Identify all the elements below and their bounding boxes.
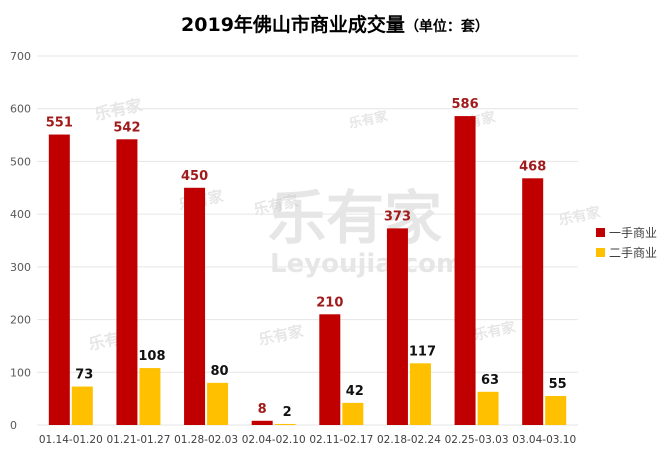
data-label-series2: 108 [138, 349, 165, 364]
y-tick-label: 100 [10, 366, 31, 379]
y-tick-label: 0 [10, 419, 17, 432]
watermark-text: 乐有家 [257, 322, 305, 349]
watermark-text: 乐有家 [348, 108, 390, 132]
x-category-label: 01.28-02.03 [174, 434, 238, 446]
bar-series2 [342, 402, 364, 425]
watermark-text: 乐有家 [472, 318, 518, 344]
bar-series1 [116, 139, 138, 425]
y-tick-label: 600 [10, 103, 31, 116]
bar-series1 [251, 420, 273, 425]
chart-title-main: 2019年佛山市商业成交量 [181, 14, 405, 36]
data-label-series1: 450 [181, 169, 208, 184]
chart-title: 2019年佛山市商业成交量（单位：套） [0, 10, 670, 37]
y-tick-label: 500 [10, 155, 31, 168]
x-category-label: 03.04-03.10 [512, 434, 576, 446]
bar-series2 [207, 382, 229, 425]
data-label-series2: 117 [409, 344, 436, 359]
bar-series2 [545, 396, 567, 425]
watermark-large-brand: 乐有家 [268, 184, 442, 252]
x-category-label: 02.18-02.24 [377, 434, 441, 446]
bar-series2 [139, 368, 161, 425]
bar-series1 [522, 178, 544, 425]
bar-series1 [184, 187, 206, 425]
data-label-series1: 373 [384, 209, 411, 224]
data-label-series2: 73 [75, 368, 93, 383]
watermark-text: 乐有家 [557, 203, 603, 229]
bar-series1 [48, 134, 70, 425]
x-category-label: 01.14-01.20 [39, 434, 103, 446]
bar-series1 [319, 314, 341, 425]
data-label-series2: 55 [549, 377, 567, 392]
bar-series2 [409, 363, 431, 425]
data-label-series1: 468 [519, 159, 546, 174]
bar-series2 [71, 386, 93, 425]
data-label-series1: 542 [113, 120, 140, 135]
data-label-series1: 551 [46, 116, 73, 131]
y-tick-label: 200 [10, 314, 31, 327]
bar-series1 [454, 116, 476, 425]
x-category-label: 02.11-02.17 [309, 434, 373, 446]
data-label-series1: 210 [316, 295, 343, 310]
x-category-label: 01.21-01.27 [106, 434, 170, 446]
legend-swatch-series2 [596, 248, 605, 257]
bar-series2 [477, 391, 499, 425]
data-label-series2: 63 [481, 373, 499, 388]
x-category-label: 02.04-02.10 [242, 434, 306, 446]
data-label-series2: 2 [283, 405, 292, 420]
y-tick-label: 300 [10, 261, 31, 274]
x-category-label: 02.25-03.03 [445, 434, 509, 446]
chart-title-unit: （单位：套） [404, 19, 489, 35]
data-label-series1: 586 [451, 97, 478, 112]
legend-label-series1: 一手商业 [609, 225, 657, 240]
watermark-large-domain: Leyoujia.com [270, 249, 463, 279]
data-label-series2: 42 [346, 384, 364, 399]
y-tick-label: 400 [10, 208, 31, 221]
data-label-series2: 80 [211, 364, 229, 379]
legend-swatch-series1 [596, 228, 605, 237]
bar-series1 [386, 228, 408, 425]
legend-label-series2: 二手商业 [609, 245, 657, 260]
data-label-series1: 8 [258, 402, 267, 417]
bar-series2 [274, 423, 296, 425]
y-tick-label: 700 [10, 50, 31, 63]
